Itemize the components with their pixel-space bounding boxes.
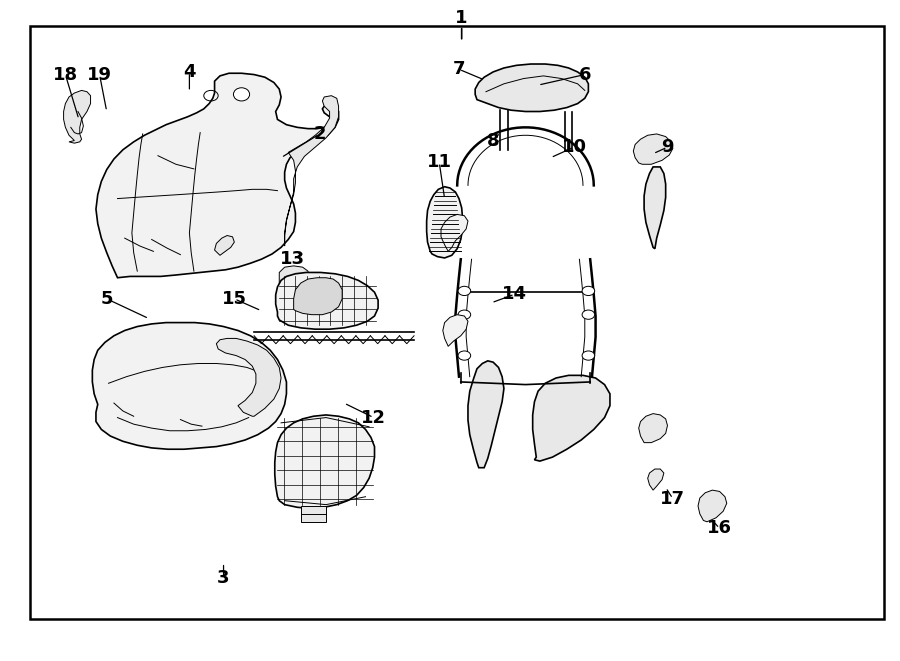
Text: 11: 11: [427, 153, 452, 171]
Text: 17: 17: [661, 490, 686, 508]
Text: 13: 13: [280, 251, 305, 268]
Text: 19: 19: [87, 65, 112, 83]
Polygon shape: [284, 96, 338, 246]
Text: 12: 12: [361, 408, 386, 426]
Circle shape: [582, 286, 595, 295]
Polygon shape: [214, 235, 234, 255]
Polygon shape: [533, 375, 610, 461]
Circle shape: [458, 310, 471, 319]
Polygon shape: [279, 266, 308, 287]
Polygon shape: [475, 64, 589, 112]
Polygon shape: [644, 167, 666, 249]
Polygon shape: [93, 323, 286, 449]
Polygon shape: [96, 73, 338, 278]
Text: 8: 8: [487, 132, 500, 149]
Polygon shape: [441, 214, 468, 251]
Circle shape: [582, 351, 595, 360]
Circle shape: [582, 310, 595, 319]
Text: 5: 5: [101, 290, 113, 308]
Text: 6: 6: [579, 65, 591, 83]
Text: 14: 14: [502, 285, 527, 303]
Polygon shape: [427, 186, 463, 258]
Polygon shape: [443, 315, 468, 346]
Polygon shape: [64, 91, 91, 143]
Text: 1: 1: [455, 9, 468, 27]
Circle shape: [458, 351, 471, 360]
Polygon shape: [274, 415, 374, 508]
Ellipse shape: [233, 88, 249, 101]
Polygon shape: [698, 490, 727, 522]
Polygon shape: [275, 272, 378, 329]
Polygon shape: [216, 338, 281, 416]
Text: 9: 9: [662, 138, 674, 156]
Polygon shape: [648, 469, 664, 490]
Text: 2: 2: [313, 125, 326, 143]
Polygon shape: [293, 278, 342, 315]
Polygon shape: [468, 361, 504, 468]
Text: 7: 7: [453, 60, 465, 78]
Text: 3: 3: [217, 569, 230, 587]
Text: 4: 4: [184, 63, 195, 81]
Polygon shape: [639, 414, 668, 443]
Bar: [301, 506, 326, 522]
Text: 10: 10: [562, 138, 587, 156]
Text: 16: 16: [707, 520, 732, 537]
Text: 15: 15: [221, 290, 247, 308]
Text: 18: 18: [53, 65, 78, 83]
Circle shape: [458, 286, 471, 295]
Polygon shape: [634, 134, 673, 165]
